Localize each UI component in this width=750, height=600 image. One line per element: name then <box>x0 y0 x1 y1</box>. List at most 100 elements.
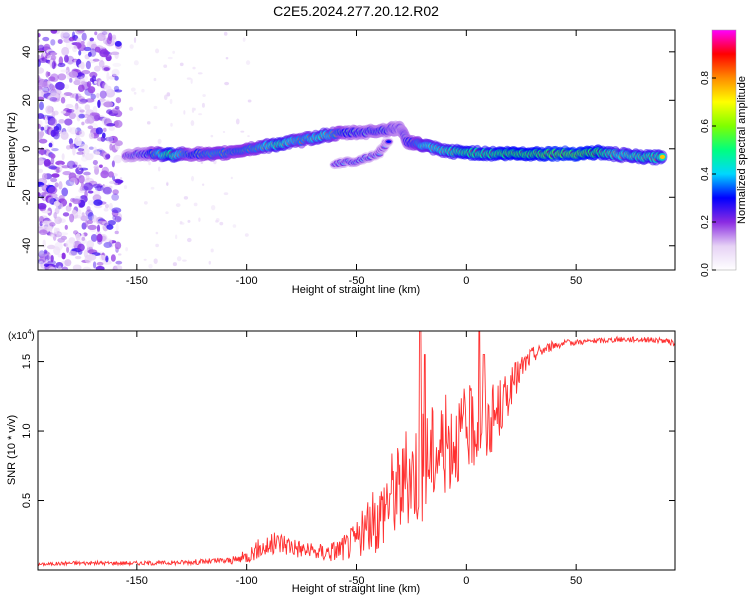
noise-speckle <box>176 256 182 262</box>
noise-speckle <box>62 212 70 217</box>
colorbar-tick-label: 0.0 <box>700 263 711 277</box>
noise-speckle <box>114 179 124 184</box>
noise-speckle <box>79 130 85 138</box>
noise-speckle <box>78 98 87 105</box>
noise-speckle <box>197 72 203 75</box>
noise-speckle <box>190 78 193 85</box>
noise-speckle <box>92 183 101 189</box>
noise-speckle <box>60 69 69 73</box>
noise-speckle <box>106 123 116 127</box>
noise-speckle <box>114 230 119 235</box>
noise-speckle <box>44 124 48 131</box>
x-tick-label: -150 <box>126 575 148 587</box>
noise-speckle <box>113 120 123 128</box>
x-tick-label: 0 <box>463 275 469 287</box>
y-tick-label: 1.5 <box>21 354 33 369</box>
noise-speckle <box>103 67 110 71</box>
noise-speckle <box>84 190 88 199</box>
y-tick-label: 1.0 <box>21 423 33 438</box>
spectrogram-x-axis: -150 -100 -50 0 50 <box>126 30 582 287</box>
noise-speckle <box>86 219 93 225</box>
noise-speckle <box>106 109 113 115</box>
y-tick-label: 0.5 <box>21 493 33 508</box>
noise-speckle <box>92 106 98 115</box>
noise-speckle <box>48 165 58 170</box>
noise-speckle <box>38 44 45 52</box>
noise-speckle <box>51 98 60 103</box>
noise-speckle <box>96 137 105 142</box>
noise-speckle <box>77 243 85 252</box>
noise-speckle <box>65 40 73 50</box>
noise-speckle <box>42 87 50 93</box>
noise-speckle <box>91 112 100 117</box>
noise-speckle <box>58 93 67 99</box>
snr-panel: -150 -100 -50 0 50 0.5 1.0 1.5 (x104) Height o… <box>6 329 676 595</box>
noise-speckle <box>50 177 58 183</box>
noise-speckle <box>83 171 91 176</box>
noise-speckle <box>90 234 98 242</box>
y-tick-label: 20 <box>21 94 33 106</box>
noise-speckle <box>102 186 113 195</box>
noise-speckle <box>50 54 56 62</box>
noise-speckle <box>105 255 109 263</box>
noise-speckle <box>78 175 85 184</box>
colorbar-tick-label: 0.6 <box>700 119 711 133</box>
noise-speckle <box>103 241 113 249</box>
noise-speckle <box>38 157 45 166</box>
noise-speckle <box>67 126 73 133</box>
noise-speckle <box>114 40 122 47</box>
noise-speckle <box>47 186 58 195</box>
noise-speckle <box>60 32 65 40</box>
noise-speckle <box>210 204 216 211</box>
noise-speckle <box>38 75 41 84</box>
noise-speckle <box>232 224 237 228</box>
noise-speckle <box>61 153 65 161</box>
noise-speckle <box>128 106 134 111</box>
noise-speckle <box>60 110 67 114</box>
x-tick-label: 0 <box>463 575 469 587</box>
colorbar: 0.0 0.2 0.4 0.6 0.8 Normalized spectral ampl… <box>700 29 748 277</box>
noise-speckle <box>58 181 63 190</box>
spectrogram-panel: -150 -100 -50 0 50 -40 -20 0 20 40 Height of str… <box>6 29 676 296</box>
noise-speckle <box>242 37 246 42</box>
spectrogram-y-label: Frequency (Hz) <box>6 112 18 188</box>
noise-speckle <box>106 71 110 81</box>
x-tick-label: 50 <box>570 575 582 587</box>
noise-speckle <box>87 224 97 231</box>
noise-speckle <box>41 173 48 180</box>
noise-speckle <box>64 84 70 90</box>
noise-speckle <box>89 152 95 158</box>
noise-speckle <box>201 183 205 186</box>
noise-speckle <box>113 154 123 164</box>
noise-speckle <box>224 81 230 86</box>
noise-speckle <box>53 200 60 207</box>
noise-speckle <box>62 170 72 176</box>
noise-speckle <box>99 56 104 63</box>
noise-speckle <box>64 54 69 63</box>
noise-speckle <box>102 127 107 133</box>
noise-speckle <box>38 260 45 270</box>
noise-speckle <box>57 62 66 68</box>
noise-speckle <box>77 43 86 52</box>
noise-speckle <box>98 98 106 103</box>
noise-speckle <box>223 31 228 36</box>
noise-speckle <box>50 234 54 238</box>
noise-speckle <box>44 254 50 262</box>
noise-speckle <box>54 182 59 188</box>
noise-speckle <box>114 215 122 223</box>
colorbar-label: Normalized spectral amplitude <box>736 76 748 224</box>
noise-speckle <box>104 136 115 142</box>
noise-speckle <box>51 147 59 152</box>
colorbar-ticks: 0.0 0.2 0.4 0.6 0.8 <box>700 71 716 277</box>
snr-y-label: SNR (10 * v/v) <box>6 415 18 485</box>
noise-speckle <box>76 30 85 33</box>
noise-speckle <box>79 185 84 192</box>
x-tick-label: -50 <box>349 575 365 587</box>
noise-speckle <box>163 94 168 101</box>
noise-speckle <box>104 204 109 209</box>
noise-speckle <box>103 118 112 127</box>
noise-speckle <box>38 181 45 187</box>
noise-speckle <box>68 250 78 256</box>
noise-speckle <box>93 199 103 206</box>
noise-speckle <box>72 45 78 53</box>
